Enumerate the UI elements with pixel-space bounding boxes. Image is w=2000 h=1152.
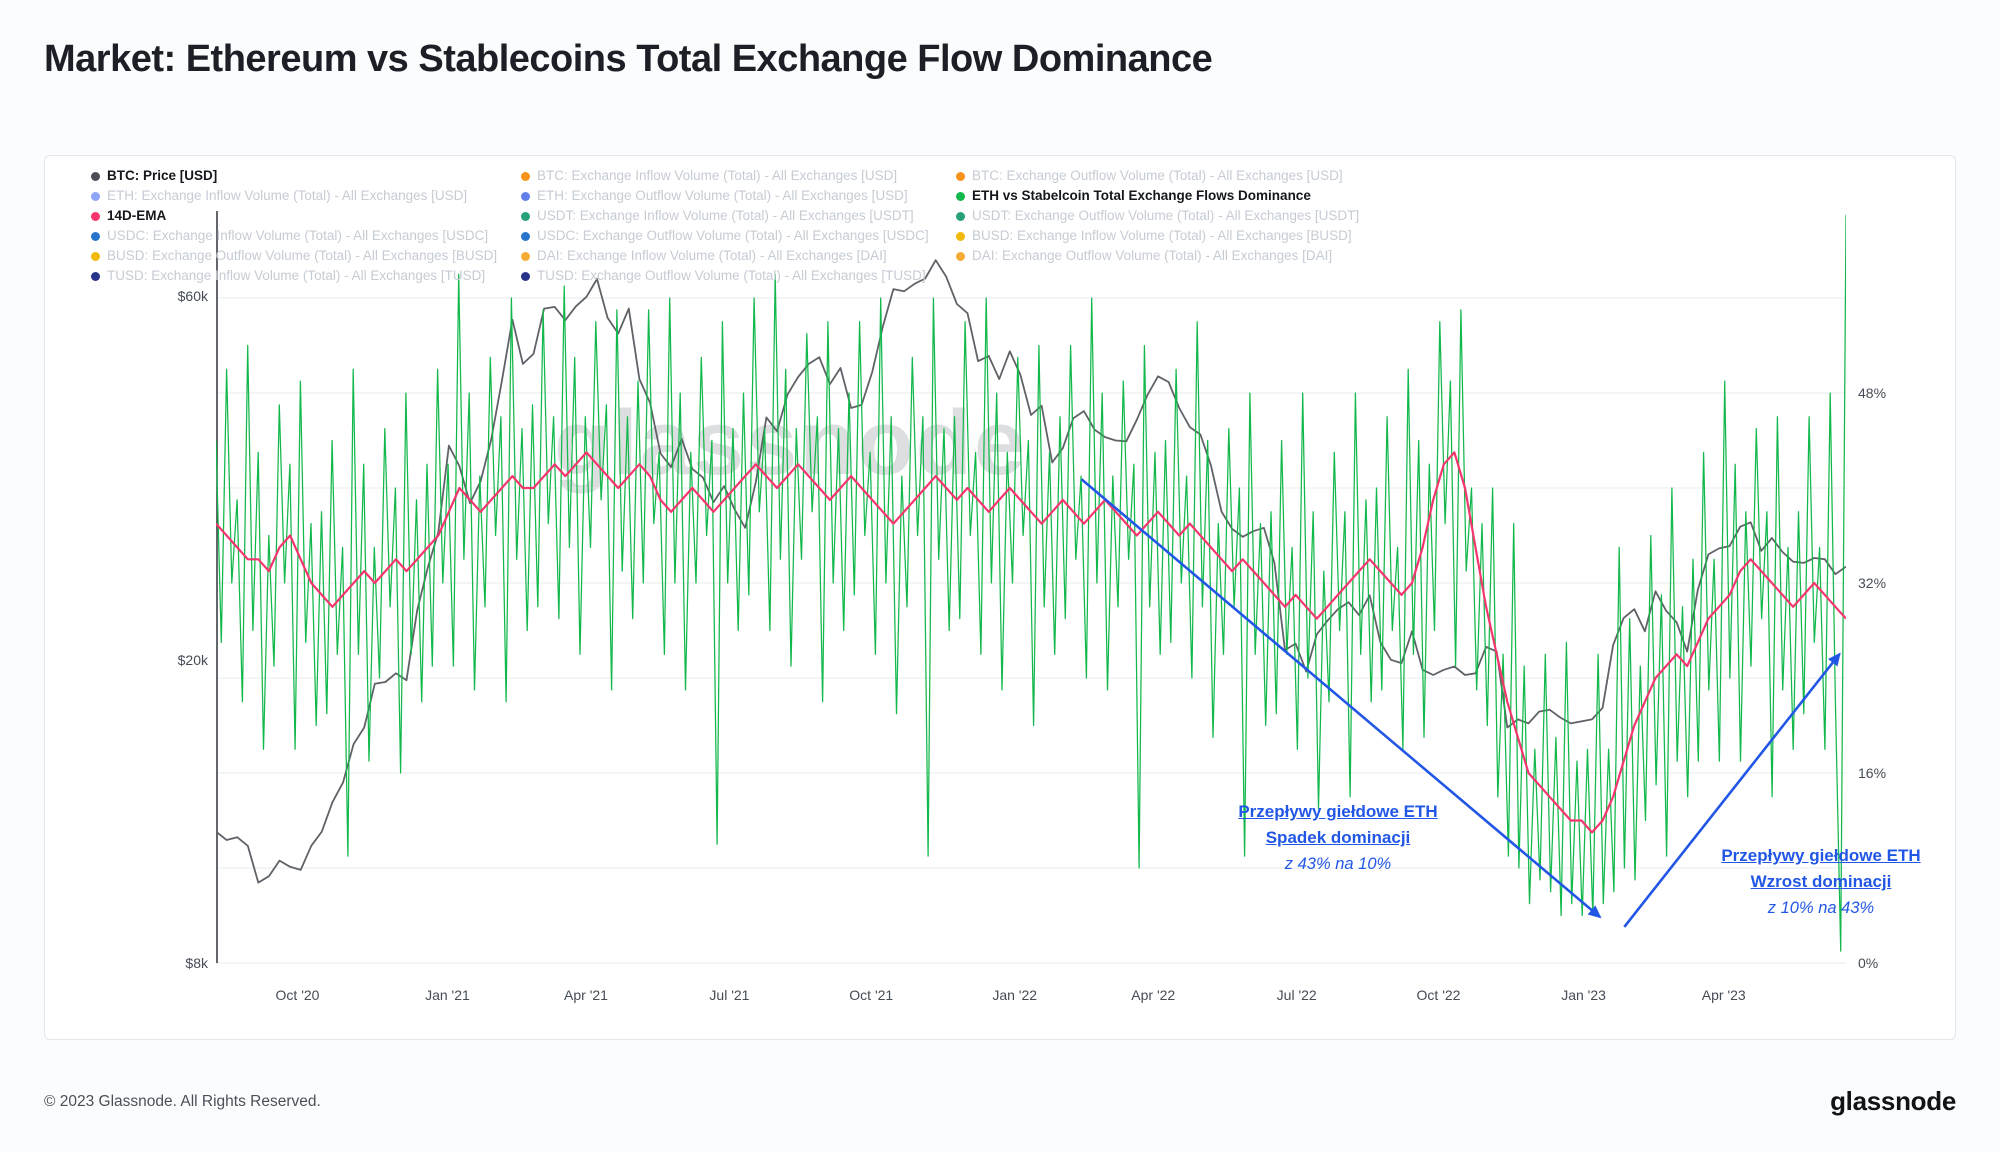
legend: BTC: Price [USD] ETH: Exchange Inflow Vol… — [45, 156, 1955, 1039]
legend-item-label: ETH vs Stabelcoin Total Exchange Flows D… — [972, 188, 1311, 203]
x-axis-label: Jul '22 — [1276, 987, 1317, 1003]
x-axis-label: Oct '22 — [1416, 987, 1461, 1003]
y-axis-label-left: $20k — [177, 651, 208, 668]
legend-column: BTC: Exchange Outflow Volume (Total) - A… — [956, 168, 1359, 264]
annotation-dominance-drop: Przepływy giełdowe ETH Spadek dominacji … — [1218, 799, 1458, 877]
y-axis-label-right: 16% — [1858, 765, 1887, 781]
legend-item[interactable]: ETH vs Stabelcoin Total Exchange Flows D… — [956, 188, 1359, 204]
series-color-dot — [521, 231, 530, 241]
x-axis-label: Jan '22 — [992, 987, 1038, 1003]
x-axis-label: Apr '21 — [564, 987, 608, 1003]
legend-item[interactable]: BTC: Exchange Inflow Volume (Total) - Al… — [521, 168, 929, 184]
annotation-line: Przepływy giełdowe ETH — [1238, 802, 1438, 821]
annotation-line: Przepływy giełdowe ETH — [1721, 846, 1921, 865]
legend-item[interactable]: DAI: Exchange Inflow Volume (Total) - Al… — [521, 248, 929, 264]
legend-item[interactable]: ETH: Exchange Outflow Volume (Total) - A… — [521, 188, 929, 204]
annotation-line: z 43% na 10% — [1284, 854, 1392, 873]
legend-item[interactable]: USDC: Exchange Inflow Volume (Total) - A… — [91, 228, 497, 244]
legend-item[interactable]: BUSD: Exchange Inflow Volume (Total) - A… — [956, 228, 1359, 244]
series-ema_14d — [216, 451, 1846, 834]
y-axis-label-left: $8k — [185, 955, 208, 971]
y-axis-label-right: 32% — [1858, 575, 1887, 591]
series-color-dot — [956, 191, 965, 201]
x-axis-label: Jan '23 — [1561, 987, 1606, 1003]
series-color-dot — [956, 211, 965, 221]
series-color-dot — [91, 191, 100, 201]
legend-item-label: 14D-EMA — [107, 208, 167, 223]
x-axis-label: Oct '21 — [849, 987, 894, 1003]
legend-item-label: DAI: Exchange Inflow Volume (Total) - Al… — [537, 248, 887, 263]
legend-item[interactable]: BTC: Exchange Outflow Volume (Total) - A… — [956, 168, 1359, 184]
series-color-dot — [521, 211, 530, 221]
legend-item[interactable]: USDT: Exchange Inflow Volume (Total) - A… — [521, 208, 929, 224]
annotation-line: Wzrost dominacji — [1750, 872, 1892, 892]
legend-item[interactable]: TUSD: Exchange Outflow Volume (Total) - … — [521, 268, 929, 284]
legend-item[interactable]: DAI: Exchange Outflow Volume (Total) - A… — [956, 248, 1359, 264]
x-axis-label: Jan '21 — [425, 987, 470, 1003]
series-color-dot — [956, 251, 965, 261]
legend-item-label: USDT: Exchange Outflow Volume (Total) - … — [972, 208, 1360, 223]
legend-item[interactable]: BUSD: Exchange Outflow Volume (Total) - … — [91, 248, 497, 264]
series-color-dot — [521, 271, 530, 281]
legend-item-label: USDC: Exchange Inflow Volume (Total) - A… — [107, 228, 489, 243]
series-dominance — [216, 214, 1846, 952]
y-axis-label-left: $60k — [177, 288, 208, 305]
legend-item-label: BTC: Exchange Outflow Volume (Total) - A… — [972, 168, 1343, 183]
legend-item-label: ETH: Exchange Inflow Volume (Total) - Al… — [107, 188, 468, 203]
x-axis-label: Oct '20 — [275, 987, 320, 1003]
legend-item-label: TUSD: Exchange Outflow Volume (Total) - … — [537, 268, 926, 283]
annotation-dominance-rise: Przepływy giełdowe ETH Wzrost dominacji … — [1701, 843, 1941, 921]
series-color-dot — [91, 211, 100, 221]
legend-item[interactable]: ETH: Exchange Inflow Volume (Total) - Al… — [91, 188, 497, 204]
page-title: Market: Ethereum vs Stablecoins Total Ex… — [44, 38, 1213, 80]
annotation-line: z 10% na 43% — [1767, 898, 1875, 917]
annotation-line: Spadek dominacji — [1265, 828, 1411, 848]
x-axis-label: Apr '23 — [1701, 987, 1746, 1003]
legend-item[interactable]: 14D-EMA — [91, 208, 497, 224]
series-color-dot — [91, 271, 100, 281]
legend-item[interactable]: BTC: Price [USD] — [91, 168, 497, 184]
y-axis-label-right: 0% — [1858, 955, 1879, 971]
x-axis-label: Apr '22 — [1131, 987, 1176, 1003]
legend-item-label: BTC: Price [USD] — [107, 168, 218, 183]
annotation-arrow — [1080, 478, 1602, 919]
glassnode-logo: glassnode — [1830, 1086, 1956, 1116]
legend-item-label: DAI: Exchange Outflow Volume (Total) - A… — [972, 248, 1333, 263]
series-color-dot — [956, 231, 965, 241]
series-color-dot — [521, 191, 530, 201]
series-color-dot — [521, 251, 530, 261]
legend-item-label: ETH: Exchange Outflow Volume (Total) - A… — [537, 188, 908, 203]
y-axis-label-right: 48% — [1858, 385, 1887, 401]
legend-item-label: USDC: Exchange Outflow Volume (Total) - … — [537, 228, 929, 243]
series-color-dot — [91, 231, 100, 241]
legend-item-label: TUSD: Exchange Inflow Volume (Total) - A… — [107, 268, 486, 283]
plot-area: glassnode Przepływy giełdowe ETH Spadek … — [178, 211, 1921, 1003]
series-color-dot — [91, 251, 100, 261]
legend-item-label: BUSD: Exchange Outflow Volume (Total) - … — [107, 248, 498, 263]
copyright-text: © 2023 Glassnode. All Rights Reserved. — [44, 1092, 321, 1110]
legend-item[interactable]: USDC: Exchange Outflow Volume (Total) - … — [521, 228, 929, 244]
legend-item-label: BUSD: Exchange Inflow Volume (Total) - A… — [972, 228, 1352, 243]
legend-item[interactable]: TUSD: Exchange Inflow Volume (Total) - A… — [91, 268, 497, 284]
chart-canvas[interactable] — [216, 211, 1846, 971]
legend-item-label: USDT: Exchange Inflow Volume (Total) - A… — [537, 208, 914, 223]
series-color-dot — [521, 171, 530, 181]
series-color-dot — [956, 171, 965, 181]
legend-column: BTC: Exchange Inflow Volume (Total) - Al… — [521, 168, 929, 284]
x-axis-label: Jul '21 — [709, 987, 750, 1003]
legend-item-label: BTC: Exchange Inflow Volume (Total) - Al… — [537, 168, 898, 183]
footer: © 2023 Glassnode. All Rights Reserved. g… — [44, 1086, 1956, 1117]
chart-panel: BTC: Price [USD] ETH: Exchange Inflow Vol… — [44, 155, 1956, 1040]
glassnode-watermark: glassnode — [554, 392, 1028, 494]
legend-item[interactable]: USDT: Exchange Outflow Volume (Total) - … — [956, 208, 1359, 224]
annotation-arrow — [1623, 652, 1841, 928]
legend-column: BTC: Price [USD] ETH: Exchange Inflow Vol… — [91, 168, 497, 284]
series-color-dot — [91, 171, 100, 181]
